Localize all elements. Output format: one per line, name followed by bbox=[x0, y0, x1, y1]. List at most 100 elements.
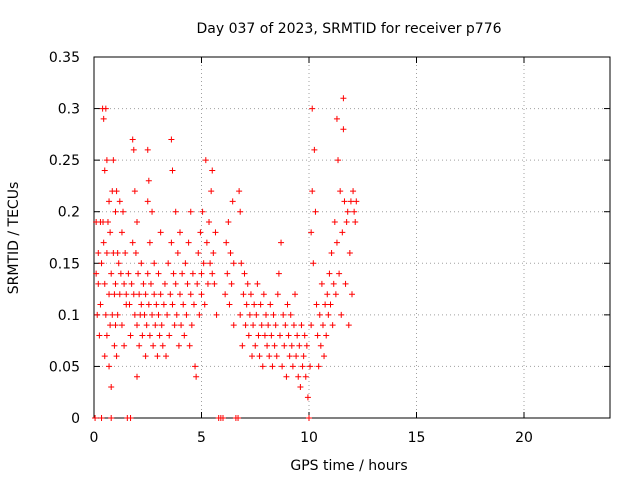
data-point bbox=[250, 322, 257, 329]
data-point bbox=[202, 157, 209, 164]
data-point bbox=[281, 342, 288, 349]
data-point bbox=[253, 311, 260, 318]
data-point bbox=[310, 260, 317, 267]
data-point bbox=[207, 260, 214, 267]
data-point bbox=[193, 373, 200, 380]
data-point bbox=[146, 332, 153, 339]
data-point bbox=[271, 342, 278, 349]
data-point bbox=[269, 363, 276, 370]
data-point bbox=[116, 291, 123, 298]
data-point bbox=[278, 239, 285, 246]
data-point bbox=[108, 415, 115, 421]
data-point bbox=[199, 208, 206, 215]
data-point bbox=[126, 301, 133, 308]
data-point bbox=[211, 280, 218, 287]
x-tick-label: 10 bbox=[300, 430, 318, 446]
data-point bbox=[266, 353, 273, 360]
data-point bbox=[347, 198, 354, 205]
data-point bbox=[170, 270, 177, 277]
data-point bbox=[167, 291, 174, 298]
data-point bbox=[242, 322, 249, 329]
data-point bbox=[163, 353, 170, 360]
data-point bbox=[300, 353, 307, 360]
data-point bbox=[132, 249, 139, 256]
data-point bbox=[181, 332, 188, 339]
data-point bbox=[270, 311, 277, 318]
data-point bbox=[342, 280, 349, 287]
data-point bbox=[254, 280, 261, 287]
data-point bbox=[198, 270, 205, 277]
data-point bbox=[315, 363, 322, 370]
data-point bbox=[112, 208, 119, 215]
data-point bbox=[157, 229, 164, 236]
data-point bbox=[195, 249, 202, 256]
data-point bbox=[95, 280, 102, 287]
data-point bbox=[128, 280, 135, 287]
data-point bbox=[103, 249, 110, 256]
data-point bbox=[241, 270, 248, 277]
y-tick-label: 0.3 bbox=[58, 102, 80, 118]
data-point bbox=[187, 291, 194, 298]
data-point bbox=[261, 332, 268, 339]
data-point bbox=[131, 188, 138, 195]
y-tick-label: 0 bbox=[71, 411, 80, 427]
data-point bbox=[240, 291, 247, 298]
data-point bbox=[93, 270, 100, 277]
data-point bbox=[340, 95, 347, 102]
x-tick-label: 0 bbox=[90, 430, 99, 446]
data-point bbox=[159, 342, 166, 349]
data-point bbox=[274, 291, 281, 298]
data-point bbox=[239, 342, 246, 349]
data-point bbox=[143, 322, 150, 329]
data-point bbox=[301, 332, 308, 339]
data-point bbox=[203, 239, 210, 246]
data-point bbox=[328, 249, 335, 256]
data-point bbox=[275, 270, 282, 277]
data-point bbox=[285, 332, 292, 339]
data-point bbox=[296, 342, 303, 349]
data-point bbox=[145, 301, 152, 308]
data-point bbox=[327, 301, 334, 308]
data-point bbox=[329, 322, 336, 329]
data-point bbox=[308, 229, 315, 236]
data-point bbox=[264, 342, 271, 349]
data-point bbox=[224, 270, 231, 277]
data-point bbox=[309, 105, 316, 112]
data-point bbox=[206, 219, 213, 226]
x-axis-label: GPS time / hours bbox=[290, 458, 407, 474]
chart-grid bbox=[94, 57, 610, 418]
data-point bbox=[171, 322, 178, 329]
data-points bbox=[92, 95, 360, 421]
data-point bbox=[115, 260, 122, 267]
y-tick-label: 0.15 bbox=[49, 256, 80, 272]
data-point bbox=[152, 322, 159, 329]
data-point bbox=[184, 280, 191, 287]
data-point bbox=[166, 332, 173, 339]
data-point bbox=[108, 270, 115, 277]
data-point bbox=[151, 291, 158, 298]
data-point bbox=[92, 415, 99, 421]
data-point bbox=[251, 301, 258, 308]
data-point bbox=[151, 260, 158, 267]
data-point bbox=[147, 280, 154, 287]
data-point bbox=[257, 301, 264, 308]
data-point bbox=[100, 239, 107, 246]
data-point bbox=[306, 415, 312, 421]
data-point bbox=[144, 146, 151, 153]
data-point bbox=[134, 219, 140, 226]
data-point bbox=[179, 270, 186, 277]
data-point bbox=[288, 342, 295, 349]
data-point bbox=[311, 146, 318, 153]
data-point bbox=[276, 332, 283, 339]
data-point bbox=[98, 415, 105, 421]
data-point bbox=[333, 115, 340, 122]
data-point bbox=[186, 342, 193, 349]
data-point bbox=[130, 291, 137, 298]
data-point bbox=[157, 291, 164, 298]
data-point bbox=[208, 188, 215, 195]
data-point bbox=[136, 291, 143, 298]
data-point bbox=[307, 363, 314, 370]
data-point bbox=[244, 280, 251, 287]
data-point bbox=[173, 311, 180, 318]
data-point bbox=[298, 322, 305, 329]
